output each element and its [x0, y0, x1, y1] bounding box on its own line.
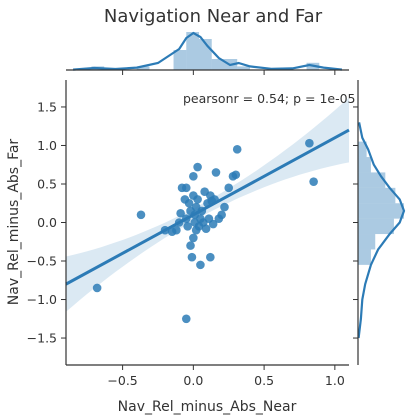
y-marginal-bar	[358, 187, 396, 204]
x-tick-label: 0.5	[254, 373, 274, 388]
y-marginal-bar	[358, 157, 371, 173]
x-marginal-bar	[186, 32, 200, 70]
y-axis-label: Nav_Rel_minus_Abs_Far	[6, 139, 22, 306]
x-marginal-bar	[136, 66, 150, 70]
scatter-point	[305, 138, 314, 148]
main-panel: −0.5 0.0 0.5 1.0 1.5 1.0 0.5 0.0 −0.5 −1.0 −1.5 p…	[27, 80, 356, 388]
scatter-point	[181, 183, 191, 193]
y-marginal-kde-line	[357, 122, 406, 339]
scatter-point	[189, 171, 198, 181]
scatter-point	[172, 225, 181, 235]
y-tick-label: 0.0	[37, 215, 57, 230]
scatter-point	[176, 208, 185, 218]
x-marginal-bar	[173, 50, 187, 70]
x-marginal-ticks	[122, 70, 336, 75]
y-tick-label: −1.5	[27, 331, 57, 346]
scatter-points	[92, 138, 318, 324]
y-marginal-ticks	[353, 106, 358, 339]
x-axis-label: Nav_Rel_minus_Abs_Near	[118, 399, 297, 415]
y-marginal-panel	[353, 80, 406, 365]
scatter-point	[186, 241, 195, 250]
scatter-point	[183, 222, 192, 231]
x-marginal-bar	[211, 59, 225, 70]
scatter-point	[231, 170, 241, 180]
x-marginal-panel	[66, 31, 349, 75]
stats-annotation: pearsonr = 0.54; p = 1e-05	[183, 91, 356, 106]
x-axis-ticks: −0.5 0.0 0.5 1.0	[107, 365, 345, 388]
y-marginal-bar	[358, 249, 371, 265]
y-marginal-bar	[358, 141, 367, 158]
y-marginal-bar	[358, 203, 404, 219]
scatter-point	[201, 224, 211, 233]
regression-line	[65, 128, 350, 286]
y-marginal-histogram	[358, 141, 404, 265]
y-tick-label: −0.5	[27, 254, 57, 269]
scatter-point	[220, 202, 229, 212]
scatter-point	[232, 145, 242, 154]
scatter-point	[193, 162, 202, 172]
x-tick-label: 0.0	[183, 373, 203, 388]
y-tick-label: 1.0	[37, 138, 57, 153]
x-tick-label: −0.5	[107, 373, 137, 388]
scatter-point	[92, 283, 102, 293]
y-tick-label: −1.0	[27, 292, 57, 307]
y-marginal-bar	[358, 234, 376, 250]
scatter-point	[196, 260, 205, 270]
scatter-point	[181, 314, 191, 324]
x-tick-label: 1.0	[325, 373, 345, 388]
x-marginal-histogram	[91, 32, 320, 70]
scatter-point	[189, 233, 198, 243]
scatter-point	[206, 252, 215, 262]
y-marginal-bar	[358, 172, 386, 188]
y-marginal-bar	[358, 218, 394, 235]
scatter-point	[180, 195, 190, 204]
scatter-point	[217, 210, 226, 220]
scatter-point	[309, 177, 318, 186]
scatter-point	[136, 210, 146, 220]
y-tick-label: 1.5	[37, 99, 57, 114]
chart-title: Navigation Near and Far	[104, 6, 323, 27]
y-axis-ticks: 1.5 1.0 0.5 0.0 −0.5 −1.0 −1.5	[27, 99, 66, 346]
scatter-point	[211, 168, 221, 177]
y-tick-label: 0.5	[37, 176, 57, 191]
x-marginal-bar	[237, 66, 250, 70]
scatter-point	[208, 219, 218, 229]
scatter-point	[193, 195, 202, 204]
scatter-point	[224, 183, 234, 193]
scatter-point	[187, 252, 197, 262]
x-marginal-kde-line	[73, 31, 343, 71]
